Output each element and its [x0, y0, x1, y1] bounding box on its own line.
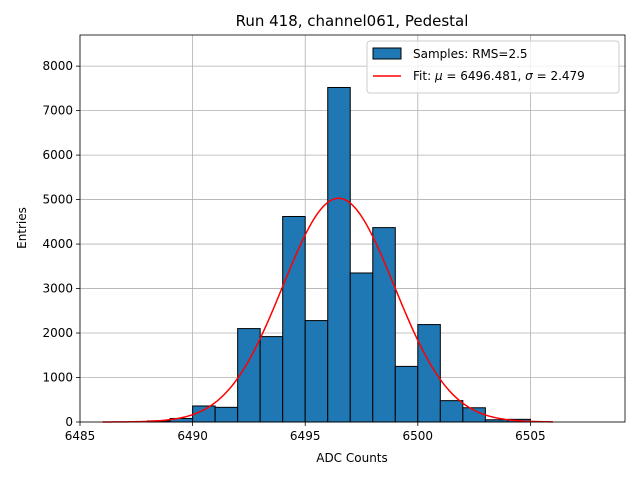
x-tick-label: 6485: [65, 429, 96, 443]
legend-sigma-symbol: σ: [525, 69, 533, 83]
y-tick-label: 2000: [42, 326, 73, 340]
histogram-bar: [372, 227, 396, 423]
y-tick-label: 7000: [42, 104, 73, 118]
x-axis-label: ADC Counts: [316, 451, 388, 465]
legend-fit-label: Fit: μ = 6496.481, σ = 2.479: [413, 69, 585, 83]
histogram-bar: [259, 336, 284, 423]
histogram-bar: [214, 406, 239, 423]
x-tick-label: 6500: [403, 429, 434, 443]
y-tick-label: 6000: [42, 148, 73, 162]
y-tick-label: 3000: [42, 282, 73, 296]
chart-title: Run 418, channel061, Pedestal: [236, 12, 469, 30]
legend-sigma-value: = 2.479: [533, 69, 585, 83]
x-tick-label: 6495: [290, 429, 321, 443]
x-tick-label: 6505: [515, 429, 546, 443]
histogram-bars: [147, 86, 531, 423]
histogram-bar: [349, 272, 374, 423]
axis-ticks: 6485 6490 6495 6500 6505 0 1000 2000 3000 4000 500…: [42, 59, 545, 443]
fit-curve: [102, 197, 553, 423]
histogram-bar: [282, 215, 306, 423]
legend-mu-symbol: μ: [434, 69, 443, 83]
x-tick-label: 6490: [177, 429, 208, 443]
y-axis-label: Entries: [15, 207, 29, 249]
plot-frame: [79, 34, 626, 423]
histogram-bar: [237, 328, 261, 423]
legend-samples-swatch: [372, 47, 402, 60]
histogram-bar: [304, 320, 329, 423]
y-tick-label: 1000: [42, 371, 73, 385]
legend-box: [366, 40, 620, 94]
y-tick-label: 8000: [42, 59, 73, 73]
y-tick-label: 5000: [42, 193, 73, 207]
y-tick-label: 0: [65, 415, 73, 429]
histogram-bar: [327, 86, 351, 423]
legend-samples-label: Samples: RMS=2.5: [413, 47, 528, 61]
histogram-bar: [439, 400, 464, 423]
legend-mu-value: = 6496.481,: [443, 69, 526, 83]
y-tick-label: 4000: [42, 237, 73, 251]
legend-fit-prefix: Fit:: [413, 69, 435, 83]
histogram-bar: [394, 365, 419, 423]
legend: Samples: RMS=2.5 Fit: μ = 6496.481, σ = …: [366, 40, 620, 94]
